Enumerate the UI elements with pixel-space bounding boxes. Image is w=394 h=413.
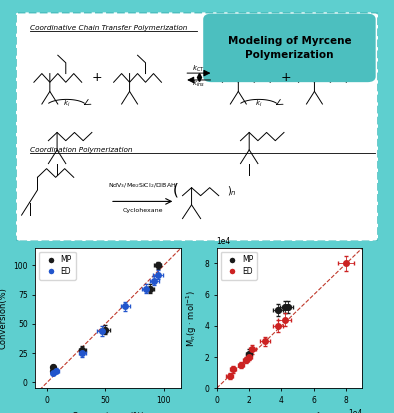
FancyBboxPatch shape: [204, 15, 375, 81]
Point: [282, 316, 288, 323]
Point: [243, 357, 249, 363]
Point: [275, 307, 281, 313]
X-axis label: Conversion$_{exp}$(%): Conversion$_{exp}$(%): [71, 411, 145, 413]
FancyBboxPatch shape: [16, 12, 378, 242]
Point: [99, 328, 105, 334]
Point: [102, 326, 109, 333]
Text: $k_{ins}$: $k_{ins}$: [192, 78, 205, 88]
Point: [151, 277, 158, 284]
Text: +: +: [92, 71, 102, 84]
Point: [238, 361, 244, 368]
Point: [262, 338, 268, 345]
Point: [79, 350, 85, 356]
Point: [143, 285, 149, 292]
Text: Coordinative Chain Transfer Polymerization: Coordinative Chain Transfer Polymerizati…: [30, 25, 188, 31]
Legend: MP, ED: MP, ED: [39, 252, 76, 280]
X-axis label: M$_{n,exp}$(g · mol$^{-1}$): M$_{n,exp}$(g · mol$^{-1}$): [254, 411, 325, 413]
Text: +: +: [281, 71, 291, 84]
Point: [50, 370, 56, 376]
Text: $k_i$: $k_i$: [63, 99, 70, 109]
Point: [230, 366, 236, 373]
Point: [282, 304, 288, 311]
Text: )$_n$: )$_n$: [227, 184, 236, 198]
Point: [79, 346, 85, 353]
Point: [249, 346, 255, 353]
Text: $k_i$: $k_i$: [255, 99, 262, 109]
Point: [122, 303, 128, 310]
Point: [50, 368, 56, 374]
Text: Modeling of Myrcene
Polymerization: Modeling of Myrcene Polymerization: [228, 36, 351, 59]
Point: [246, 354, 252, 360]
Legend: MP, ED: MP, ED: [221, 252, 257, 280]
Y-axis label: M$_n$(g · mol$^{-1}$): M$_n$(g · mol$^{-1}$): [184, 290, 199, 347]
Point: [53, 368, 59, 374]
Point: [275, 323, 281, 329]
Point: [50, 364, 56, 370]
Text: Cyclohexane: Cyclohexane: [123, 208, 163, 213]
Point: [227, 373, 233, 379]
Text: $k_{CT}$: $k_{CT}$: [192, 64, 205, 74]
Point: [285, 304, 291, 311]
Point: [343, 260, 349, 267]
Text: NdV$_3$/Me$_2$SiCl$_2$/DIBAH: NdV$_3$/Me$_2$SiCl$_2$/DIBAH: [108, 181, 177, 190]
Point: [147, 285, 153, 292]
Point: [246, 351, 252, 357]
Text: Coordination Polymerization: Coordination Polymerization: [30, 147, 133, 152]
Text: (: (: [172, 183, 178, 197]
Y-axis label: Conversion(%): Conversion(%): [0, 287, 8, 349]
Point: [155, 271, 161, 278]
Point: [155, 262, 161, 268]
